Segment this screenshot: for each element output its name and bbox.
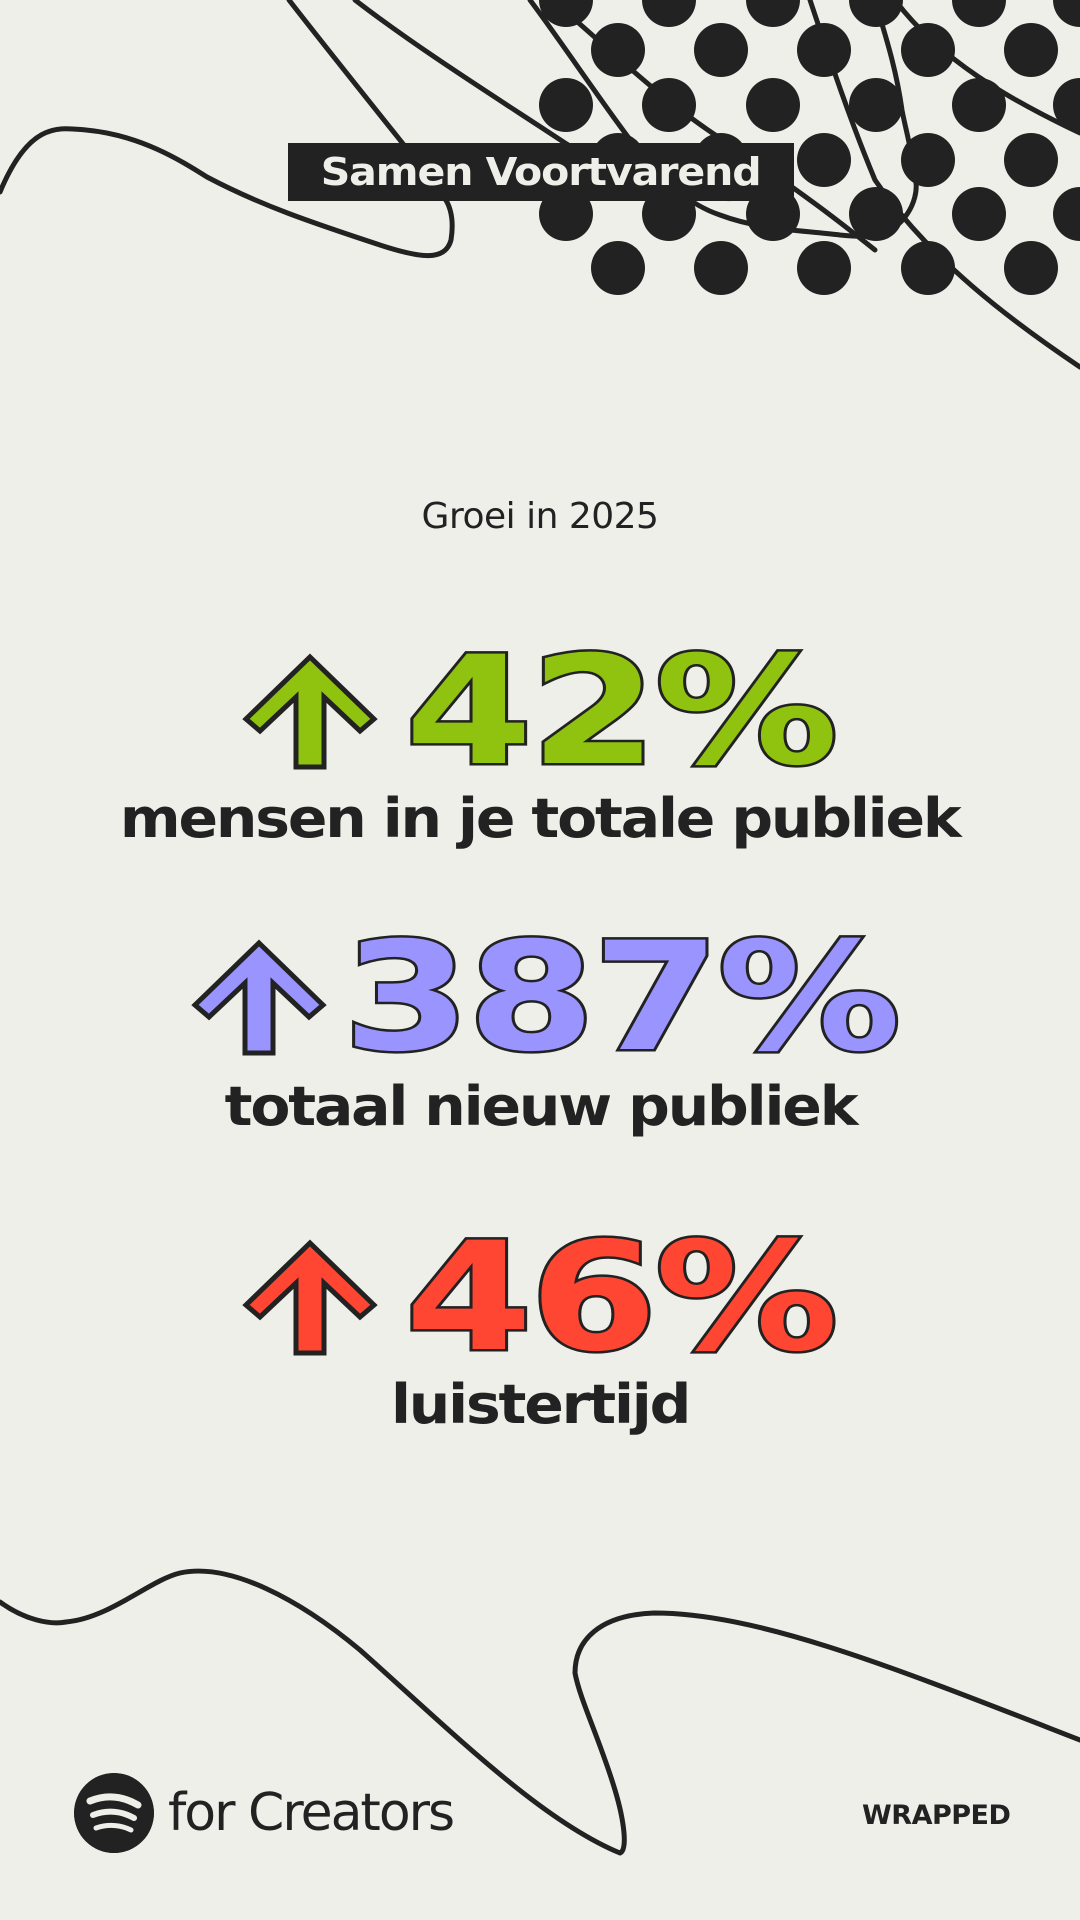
decorative-dot: [539, 78, 593, 132]
arrow-up-icon: [191, 939, 328, 1056]
decorative-dot: [1004, 23, 1058, 77]
stat-value: 387%: [340, 911, 904, 1085]
stat-new-audience: 387%: [0, 921, 1080, 1076]
decorative-dot: [952, 187, 1006, 241]
arrow-up-icon: [242, 653, 379, 770]
decorative-dot: [1053, 0, 1080, 27]
decorative-dot: [797, 241, 851, 295]
stat-value: 42%: [403, 625, 842, 799]
decorative-line: [892, 0, 1080, 136]
decorative-dot: [591, 23, 645, 77]
stat-label: mensen in je totale publiek: [120, 787, 962, 850]
decorative-dot: [797, 23, 851, 77]
decorative-dot: [901, 23, 955, 77]
decorative-dot: [1004, 133, 1058, 187]
decorative-line: [807, 0, 1080, 370]
subtitle: Groei in 2025: [421, 496, 659, 537]
decorative-dot: [746, 78, 800, 132]
decorative-dot: [746, 0, 800, 27]
decorative-dot: [1053, 78, 1080, 132]
decorative-dot: [694, 241, 748, 295]
brand-name: for Creators: [168, 1783, 455, 1843]
stat-label: totaal nieuw publiek: [224, 1075, 858, 1138]
decorative-line: [527, 0, 919, 239]
decorative-dot: [952, 78, 1006, 132]
decorative-dot: [952, 0, 1006, 27]
arrow-up-icon: [242, 1239, 379, 1356]
stat-label: luistertijd: [390, 1373, 691, 1436]
decorative-dot: [642, 0, 696, 27]
wrapped-label: WRAPPED: [862, 1800, 1011, 1831]
decorative-dot: [591, 241, 645, 295]
decorative-dot: [1053, 187, 1080, 241]
decorative-line: [549, 0, 878, 253]
decorative-dot: [694, 23, 748, 77]
stat-value: 46%: [403, 1211, 842, 1385]
decorative-dot: [1004, 241, 1058, 295]
brand-logo: for Creators: [74, 1773, 455, 1853]
decorative-dot: [849, 0, 903, 27]
decorative-dot: [901, 241, 955, 295]
decorative-dot: [797, 133, 851, 187]
decorative-line: [0, 0, 455, 259]
section-tag: Samen Voortvarend: [288, 143, 794, 201]
decorative-dot: [849, 78, 903, 132]
stat-listening-time: 46%: [0, 1221, 1080, 1376]
decorative-line: [0, 1568, 1080, 1856]
spotify-logo-icon: [74, 1773, 154, 1853]
stat-audience-growth: 42%: [0, 635, 1080, 790]
